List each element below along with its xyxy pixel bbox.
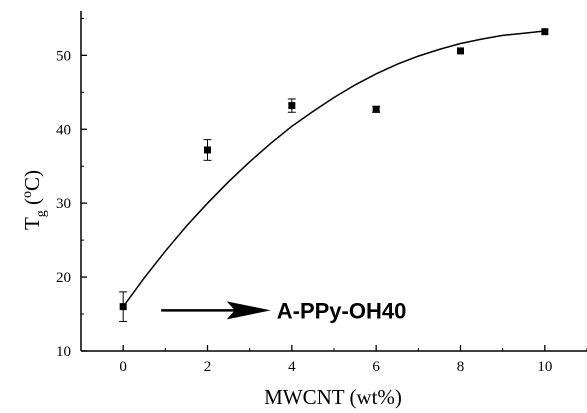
x-tick-label: 2	[204, 359, 212, 375]
fit-curve-layer	[122, 30, 545, 308]
x-tick-label: 8	[457, 359, 465, 375]
data-point	[457, 47, 464, 55]
data-points-layer	[119, 28, 549, 322]
y-axis-title-close: C)	[20, 170, 44, 191]
data-point	[204, 146, 211, 154]
annotation-label: A-PPy-OH40	[277, 298, 407, 323]
data-point	[372, 105, 380, 113]
y-tick-label: 50	[56, 48, 71, 64]
data-point	[119, 303, 127, 311]
y-axis-title: Tg (oC)	[20, 170, 49, 230]
x-tick-label: 4	[288, 359, 296, 375]
y-tick-label: 30	[56, 196, 71, 212]
x-tick-label: 0	[119, 359, 127, 375]
data-point	[541, 28, 549, 36]
x-tick-label: 6	[372, 359, 380, 375]
y-tick-label: 10	[56, 344, 71, 360]
x-tick-label: 10	[537, 359, 552, 375]
data-point	[288, 102, 296, 110]
fit-curve	[122, 30, 545, 308]
y-axis-title-main: T	[20, 217, 44, 230]
annotation-arrow-head	[226, 301, 271, 320]
y-tick-label: 40	[56, 122, 71, 138]
annotation-layer: A-PPy-OH40	[161, 298, 406, 323]
y-axis-title-superscript: o	[20, 191, 35, 198]
ticks: 0 2 4 6 8 10 10 20 30 40 50	[56, 17, 587, 375]
y-tick-label: 20	[56, 270, 71, 286]
y-axis-title-open: (	[20, 198, 44, 210]
x-axis-title: MWCNT (wt%)	[264, 385, 402, 409]
y-axis-title-subscript: g	[34, 210, 49, 217]
